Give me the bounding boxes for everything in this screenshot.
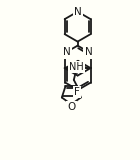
Text: NH: NH xyxy=(69,62,84,72)
Text: O: O xyxy=(67,102,75,112)
Text: F: F xyxy=(74,87,80,97)
Text: N: N xyxy=(85,47,92,57)
Text: N: N xyxy=(74,7,81,17)
Text: N: N xyxy=(63,47,71,57)
